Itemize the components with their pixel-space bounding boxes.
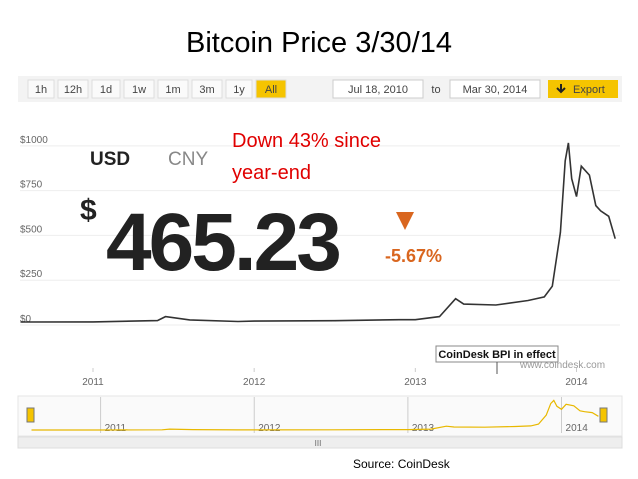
annotation: year-end: [232, 162, 311, 184]
export-label: Export: [573, 84, 605, 96]
date-from-text: Jul 18, 2010: [348, 84, 408, 96]
navigator-tick-label: 2013: [412, 423, 435, 434]
annotation: Down 43% since: [232, 130, 381, 152]
x-tick-label: 2011: [82, 377, 104, 388]
range-button[interactable]: [191, 79, 223, 99]
x-tick-label: 2012: [243, 377, 266, 388]
x-tick-label: 2013: [404, 377, 427, 388]
range-label: 1d: [100, 84, 112, 96]
range-button[interactable]: [57, 79, 89, 99]
export-icon: [556, 84, 566, 94]
slide-title: Bitcoin Price 3/30/14: [186, 27, 452, 59]
scrollbar[interactable]: [17, 436, 623, 449]
range-label: 1w: [132, 84, 146, 96]
price-line: [20, 142, 616, 323]
range-label: 1h: [35, 84, 47, 96]
date-from[interactable]: [332, 79, 424, 99]
navigator-line: [31, 399, 599, 431]
handle-right[interactable]: [599, 407, 608, 423]
y-tick-label: $1000: [20, 135, 48, 146]
scrollbar-grip: III: [315, 439, 322, 448]
range-button[interactable]: [157, 79, 189, 99]
range-button[interactable]: [255, 79, 287, 99]
y-tick-label: $750: [20, 180, 43, 191]
bpi-note: CoinDesk BPI in effect: [438, 349, 556, 361]
date-to-text: Mar 30, 2014: [463, 84, 528, 96]
down-arrow: [396, 212, 414, 230]
currency-usd: USD: [90, 149, 130, 170]
range-label: 12h: [64, 84, 82, 96]
source: Source: CoinDesk: [353, 457, 451, 471]
navigator-tick-label: 2012: [258, 423, 281, 434]
range-label: 1m: [165, 84, 180, 96]
range-label: 1y: [233, 84, 245, 96]
range-button[interactable]: [123, 79, 155, 99]
x-tick-label: 2014: [565, 377, 588, 388]
currency-cny: CNY: [168, 149, 208, 170]
to-label: to: [431, 84, 440, 96]
range-label: 3m: [199, 84, 214, 96]
watermark: www.coindesk.com: [519, 360, 605, 371]
range-button[interactable]: [91, 79, 121, 99]
y-tick-label: $0: [20, 314, 32, 325]
price: 465.23: [106, 197, 339, 288]
price-change: -5.67%: [385, 246, 442, 266]
y-tick-label: $250: [20, 269, 43, 280]
navigator-tick-label: 2011: [105, 423, 127, 434]
navigator-tick-label: 2014: [566, 423, 589, 434]
currency-symbol: $: [80, 194, 97, 227]
range-button[interactable]: [225, 79, 253, 99]
y-tick-label: $500: [20, 224, 43, 235]
date-to[interactable]: [449, 79, 541, 99]
range-label: All: [265, 84, 277, 96]
handle-left[interactable]: [26, 407, 35, 423]
export-button[interactable]: [548, 80, 618, 98]
range-button[interactable]: [27, 79, 55, 99]
